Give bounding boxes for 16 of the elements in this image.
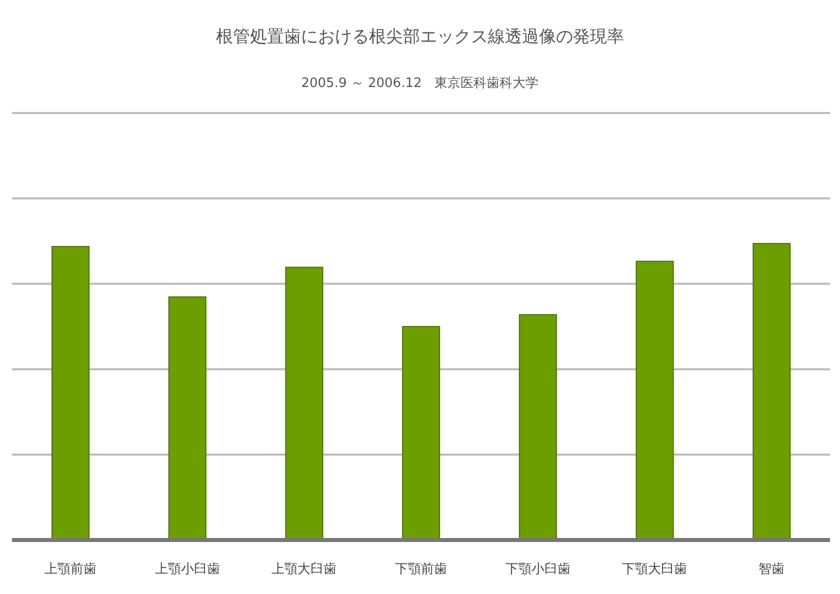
bar bbox=[168, 296, 206, 540]
bar bbox=[52, 246, 90, 540]
bar bbox=[636, 260, 674, 540]
bar bbox=[402, 326, 440, 540]
bar bbox=[752, 242, 791, 540]
x-tick-label: 下顎小臼歯 bbox=[505, 562, 570, 578]
x-tick-label: 下顎前歯 bbox=[395, 562, 447, 578]
bar bbox=[285, 266, 324, 540]
chart-title: 根管処置歯における根尖部エックス線透過像の発現率 bbox=[215, 26, 625, 48]
x-tick-label: 智歯 bbox=[758, 562, 785, 578]
x-tick-label: 上顎前歯 bbox=[44, 562, 96, 578]
x-tick-label: 下顎大臼歯 bbox=[622, 562, 688, 578]
x-tick-label: 上顎小臼歯 bbox=[154, 562, 220, 578]
bar bbox=[518, 314, 557, 540]
chart-subtitle: 2005.9 ～ 2006.12 東京医科歯科大学 bbox=[300, 75, 540, 92]
x-tick-label: 上顎大臼歯 bbox=[272, 562, 337, 578]
